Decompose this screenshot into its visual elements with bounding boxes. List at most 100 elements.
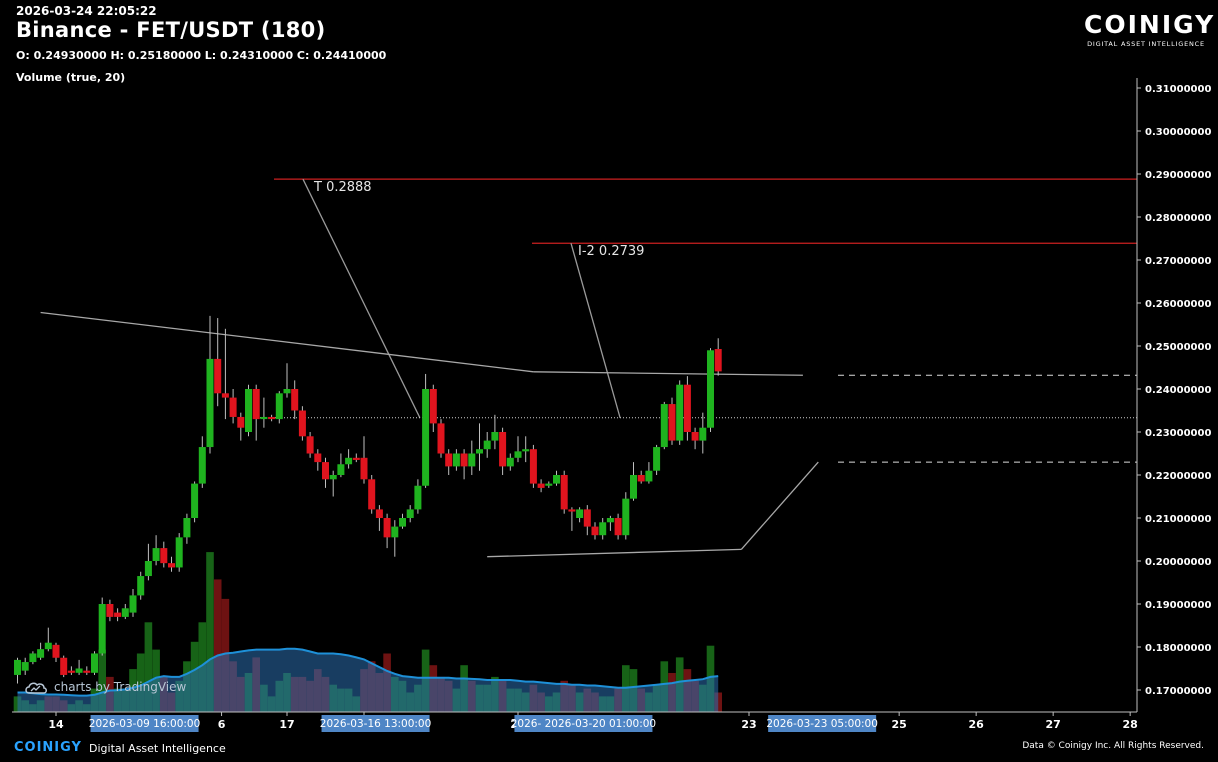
- price-tick-label: 0.27000000: [1145, 256, 1211, 267]
- candle-body: [83, 670, 91, 673]
- candle-body: [429, 389, 437, 424]
- price-tick-label: 0.25000000: [1145, 342, 1211, 353]
- candle-body: [67, 670, 75, 673]
- time-tick-label: 27: [1045, 718, 1060, 731]
- candle-body: [121, 608, 129, 617]
- volume-ma-area: [17, 648, 719, 712]
- volume-bar: [213, 579, 222, 712]
- candle-body: [506, 457, 514, 467]
- candle-body: [298, 410, 306, 437]
- candle-body: [198, 447, 206, 484]
- pattern-line: [40, 311, 534, 373]
- candle-body: [345, 457, 353, 465]
- volume-bar: [144, 622, 153, 712]
- pattern-line: [487, 548, 742, 558]
- candle-body: [245, 389, 252, 432]
- chart-title: Binance - FET/USDT (180): [16, 18, 326, 42]
- candle-body: [476, 449, 483, 454]
- candle-body: [291, 389, 299, 411]
- time-tooltip-bg: [768, 715, 877, 732]
- candle-body: [275, 393, 283, 420]
- candle-body: [21, 662, 29, 671]
- candle-body: [191, 483, 199, 518]
- price-tick-label: 0.26000000: [1145, 299, 1211, 310]
- candle-body: [668, 404, 676, 441]
- level-label: T 0.2888: [313, 180, 372, 195]
- chart-timestamp: 2026-03-24 22:05:22: [16, 4, 157, 18]
- pattern-line: [740, 461, 819, 550]
- candle-body: [606, 518, 614, 523]
- candle-body: [622, 498, 630, 536]
- candle-body: [322, 462, 329, 480]
- candle-body: [237, 416, 245, 428]
- price-tick-label: 0.28000000: [1145, 213, 1211, 224]
- price-tick-label: 0.21000000: [1145, 514, 1211, 525]
- candle-body: [499, 432, 507, 467]
- footer-brand: COINIGY: [14, 740, 82, 755]
- time-tooltip-label: 2026-03-16 13:00:00: [320, 718, 432, 730]
- candle-body: [630, 475, 637, 499]
- candle-body: [160, 548, 168, 564]
- volume-bar: [206, 552, 214, 712]
- logo-subtitle: DIGITAL ASSET INTELLIGENCE: [1087, 40, 1205, 48]
- candle-body: [676, 384, 684, 441]
- watermark-text: charts by TradingView: [54, 680, 187, 694]
- tradingview-watermark[interactable]: charts by TradingView: [24, 680, 186, 694]
- candle-body: [137, 576, 145, 596]
- candle-body: [599, 522, 607, 536]
- logo-wordmark: COINIGY: [1084, 10, 1216, 39]
- candle-body: [591, 526, 599, 536]
- time-tick-label: 17: [279, 718, 294, 731]
- candle-body: [452, 453, 460, 467]
- ohlc-readout: O: 0.24930000 H: 0.25180000 L: 0.2431000…: [16, 49, 387, 62]
- cloud-icon: [25, 682, 47, 694]
- candle-body: [645, 470, 653, 482]
- price-tick-label: 0.29000000: [1145, 170, 1211, 181]
- candle-body: [144, 561, 152, 577]
- candle-body: [483, 440, 491, 450]
- footer-copyright: Data © Coinigy Inc. All Rights Reserved.: [1022, 741, 1204, 751]
- time-tooltip-label: 2026- 2026-03-20 01:00:00: [511, 718, 656, 730]
- candle-body: [399, 518, 406, 527]
- volume-indicator-label[interactable]: Volume (true, 20): [16, 71, 126, 84]
- candle-body: [491, 432, 499, 441]
- time-tick-label: 23: [741, 718, 756, 731]
- candle-body: [29, 653, 37, 663]
- candle-body: [445, 453, 453, 467]
- level-label: I-2 0.2739: [578, 244, 644, 259]
- candle-body: [537, 483, 545, 488]
- candle-body: [252, 389, 260, 420]
- time-tick-label: 26: [968, 718, 984, 731]
- candle-body: [683, 384, 691, 432]
- candle-body: [175, 537, 183, 568]
- candle-body: [268, 416, 276, 420]
- candle-body: [437, 423, 445, 454]
- candle-body: [522, 449, 530, 452]
- candle-body: [391, 526, 399, 538]
- candle-body: [553, 475, 560, 484]
- candle-body: [545, 483, 553, 486]
- candle-body: [468, 453, 476, 467]
- candle-body: [614, 518, 622, 536]
- price-tick-label: 0.22000000: [1145, 471, 1211, 482]
- candle-body: [576, 509, 584, 518]
- candle-body: [383, 518, 391, 538]
- candle-body: [329, 475, 337, 480]
- footer-tagline: Digital Asset Intelligence: [89, 742, 226, 755]
- price-tick-label: 0.30000000: [1145, 127, 1211, 138]
- candle-body: [52, 644, 60, 658]
- time-tooltip-bg: [321, 715, 430, 732]
- candle-body: [229, 397, 237, 417]
- pattern-line: [533, 371, 803, 376]
- candle-body: [214, 358, 222, 394]
- candle-body: [714, 349, 722, 372]
- candle-body: [568, 509, 576, 512]
- time-tick-label: 6: [218, 718, 226, 731]
- price-tick-label: 0.31000000: [1145, 84, 1211, 95]
- callout-line: [302, 178, 421, 419]
- price-tick-label: 0.23000000: [1145, 428, 1211, 439]
- candle-body: [75, 668, 83, 673]
- candle-body: [368, 479, 376, 510]
- candle-body: [637, 475, 645, 482]
